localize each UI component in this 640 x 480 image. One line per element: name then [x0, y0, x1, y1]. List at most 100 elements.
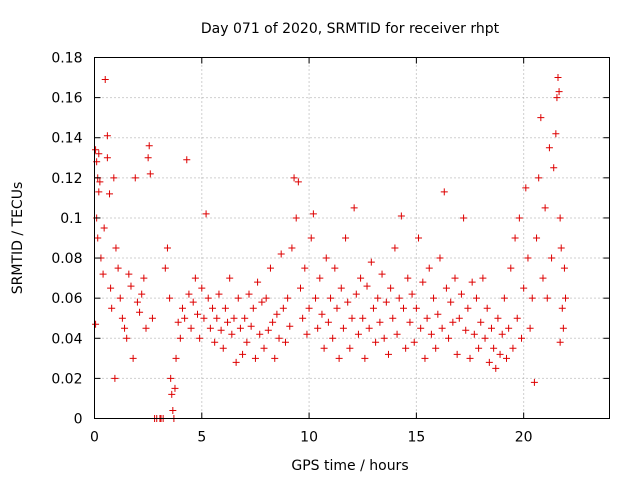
data-point: [427, 330, 435, 338]
data-point: [178, 304, 186, 312]
data-point: [131, 174, 139, 182]
data-point: [511, 234, 519, 242]
data-point: [372, 338, 380, 346]
data-point: [432, 344, 440, 352]
data-point: [95, 150, 103, 158]
data-point: [404, 274, 412, 282]
data-point: [402, 344, 410, 352]
data-point: [449, 318, 457, 326]
data-point: [496, 350, 504, 358]
data-point: [281, 338, 289, 346]
data-point: [303, 330, 311, 338]
y-tick-label: 0.1: [60, 211, 82, 227]
data-point: [95, 188, 103, 196]
data-point: [339, 324, 347, 332]
data-point: [389, 314, 397, 322]
data-point: [462, 326, 470, 334]
data-point: [557, 244, 565, 252]
data-point: [108, 304, 116, 312]
data-point: [168, 390, 176, 398]
data-point: [430, 294, 438, 302]
data-point: [552, 130, 560, 138]
data-point: [277, 250, 285, 258]
data-point: [387, 284, 395, 292]
data-point: [533, 234, 541, 242]
data-point: [299, 314, 307, 322]
data-point: [397, 212, 405, 220]
data-point: [123, 334, 131, 342]
x-tick-label: 20: [515, 430, 533, 446]
data-point: [146, 170, 154, 178]
data-point: [333, 304, 341, 312]
data-point: [344, 298, 352, 306]
data-point: [136, 308, 144, 316]
data-point: [292, 214, 300, 222]
data-point: [172, 354, 180, 362]
data-point: [224, 318, 232, 326]
data-point: [447, 298, 455, 306]
data-point: [247, 322, 255, 330]
data-point: [171, 384, 179, 392]
data-point: [236, 324, 244, 332]
data-point: [556, 338, 564, 346]
data-point: [520, 284, 528, 292]
data-point: [545, 144, 553, 152]
data-point: [393, 330, 401, 338]
data-point: [357, 274, 365, 282]
data-point: [436, 254, 444, 262]
data-point: [466, 354, 474, 362]
data-point: [309, 210, 317, 218]
data-point: [494, 314, 502, 322]
data-point: [442, 284, 450, 292]
data-point: [374, 294, 382, 302]
data-point: [451, 274, 459, 282]
x-tick-label: 5: [197, 430, 206, 446]
y-tick-label: 0.12: [51, 171, 82, 187]
data-point: [324, 318, 332, 326]
data-point: [352, 290, 360, 298]
data-point: [363, 282, 371, 290]
data-point: [522, 184, 530, 192]
data-point: [174, 318, 182, 326]
data-point: [96, 178, 104, 186]
data-point: [477, 318, 485, 326]
data-point: [337, 284, 345, 292]
data-point: [245, 290, 253, 298]
data-point: [161, 264, 169, 272]
data-point: [269, 318, 277, 326]
data-point: [382, 298, 390, 306]
data-point: [206, 324, 214, 332]
data-point: [464, 304, 472, 312]
data-point: [191, 274, 199, 282]
data-point: [526, 324, 534, 332]
data-point: [196, 334, 204, 342]
data-point: [294, 178, 302, 186]
data-point: [241, 314, 249, 322]
data-point: [421, 354, 429, 362]
data-point: [213, 314, 221, 322]
data-point: [498, 330, 506, 338]
data-point: [107, 284, 115, 292]
data-point: [198, 284, 206, 292]
data-point: [331, 264, 339, 272]
data-point: [490, 344, 498, 352]
data-point: [189, 298, 197, 306]
data-point: [103, 154, 111, 162]
data-point: [142, 324, 150, 332]
data-point: [535, 174, 543, 182]
data-point: [500, 294, 508, 302]
data-point: [243, 338, 251, 346]
data-point: [543, 294, 551, 302]
data-point: [327, 294, 335, 302]
data-point: [101, 76, 109, 84]
data-point: [342, 234, 350, 242]
data-point: [129, 354, 137, 362]
data-point: [249, 304, 257, 312]
data-point: [369, 304, 377, 312]
data-point: [221, 304, 229, 312]
data-point: [505, 324, 513, 332]
data-point: [273, 310, 281, 318]
data-point: [260, 344, 268, 352]
data-point: [559, 324, 567, 332]
data-point: [286, 322, 294, 330]
